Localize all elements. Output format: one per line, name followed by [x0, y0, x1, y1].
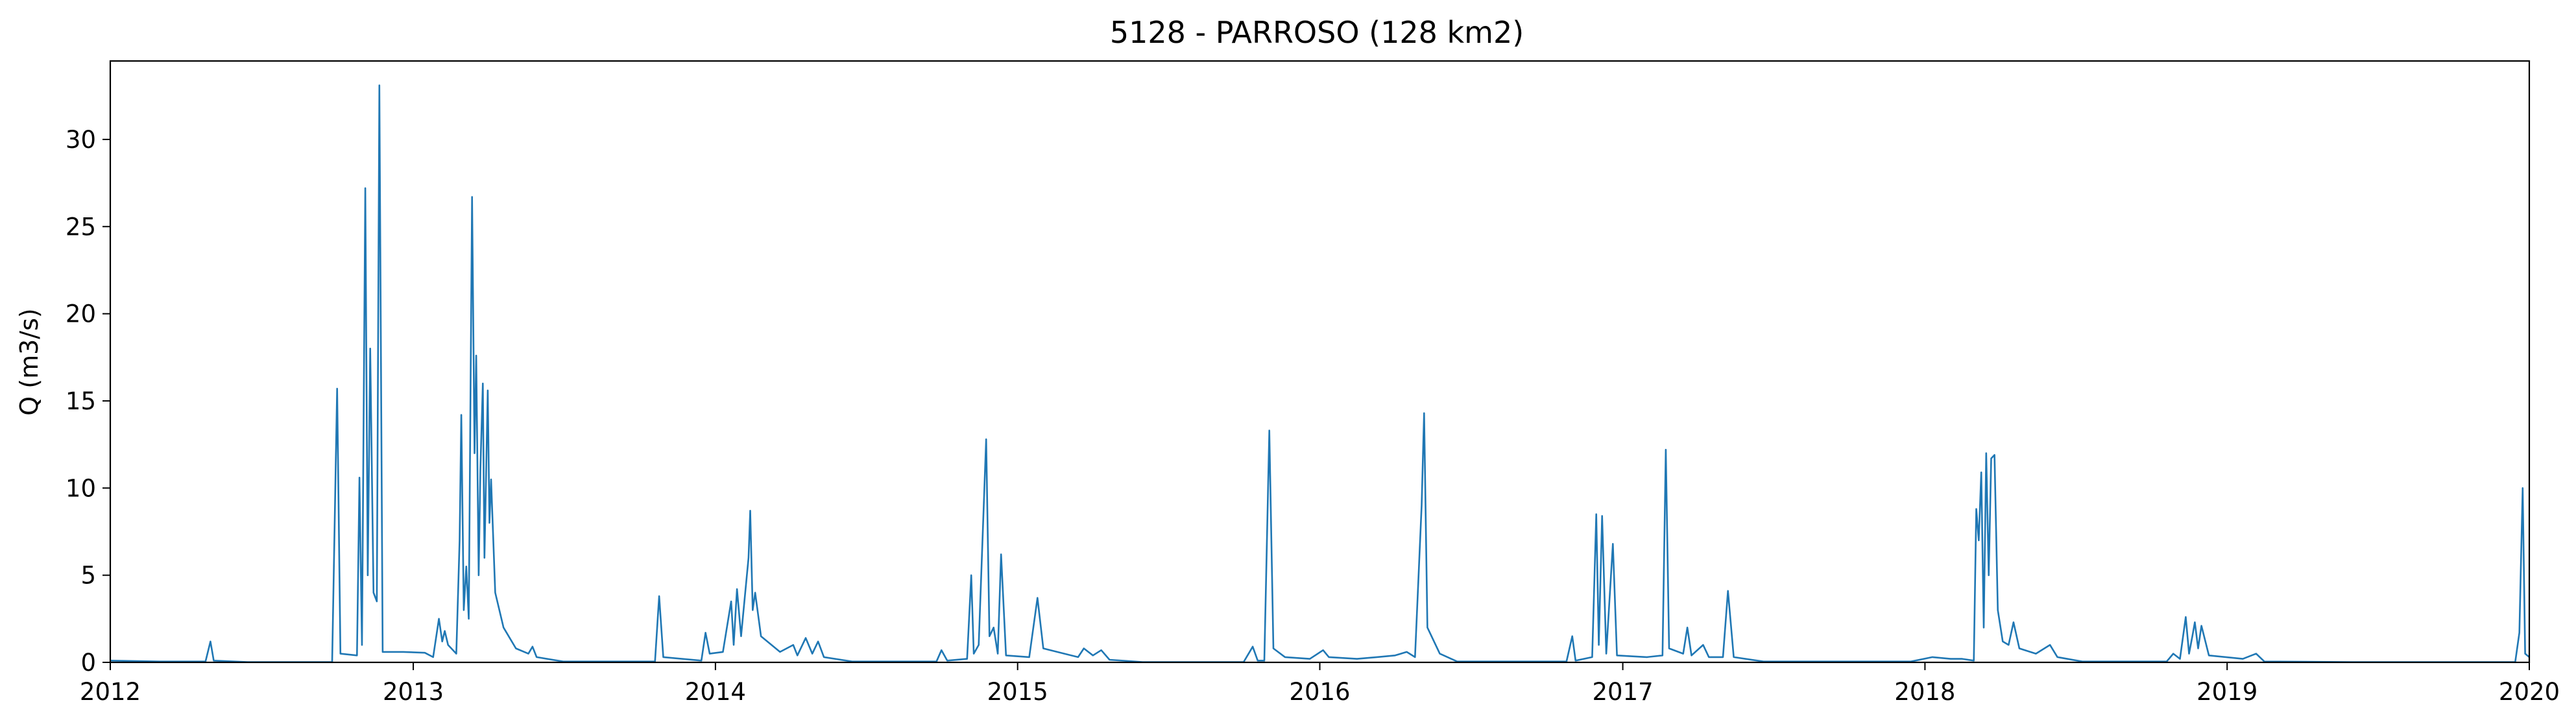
y-tick-label: 5 — [80, 562, 96, 590]
y-tick-label: 25 — [66, 213, 96, 241]
x-tick-label: 2017 — [1592, 678, 1653, 706]
x-tick-label: 2013 — [383, 678, 444, 706]
x-tick-label: 2018 — [1894, 678, 1955, 706]
x-tick-label: 2016 — [1289, 678, 1350, 706]
x-tick-label: 2014 — [685, 678, 746, 706]
plot-area: 0 5 10 15 20 25 30 2012 2013 2014 2015 2016 2017 2018… — [66, 60, 2560, 706]
y-tick-label: 10 — [66, 474, 96, 502]
chart-title: 5128 - PARROSO (128 km2) — [1110, 15, 1524, 50]
y-tick-label: 15 — [66, 387, 96, 415]
y-tick-label: 20 — [66, 300, 96, 328]
y-tick-label: 30 — [66, 126, 96, 154]
x-tick-label: 2015 — [987, 678, 1048, 706]
y-axis-label: Q (m3/s) — [15, 308, 43, 415]
x-tick-label: 2020 — [2499, 678, 2560, 706]
x-tick-label: 2012 — [80, 678, 141, 706]
y-tick-label: 0 — [80, 649, 96, 677]
x-tick-label: 2019 — [2197, 678, 2257, 706]
series-line-0 — [110, 84, 2530, 663]
